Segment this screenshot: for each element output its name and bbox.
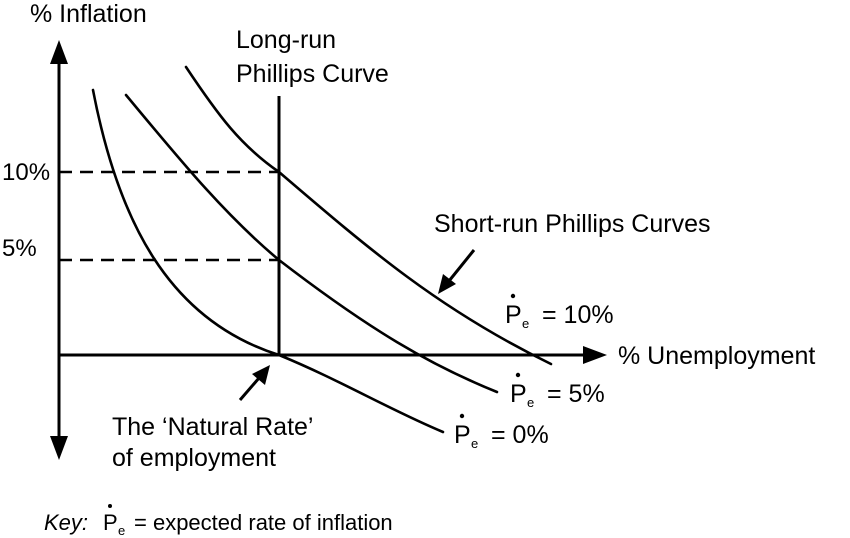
y-tick-5: 5%: [2, 235, 37, 262]
curve-label-5-dot: [515, 372, 521, 378]
long-run-label-line1: Long-run: [236, 26, 336, 54]
short-run-curve-5: [124, 93, 499, 394]
key-sub: e: [118, 523, 125, 538]
x-axis-label: % Unemployment: [618, 342, 815, 370]
x-axis: [59, 346, 607, 364]
short-run-curve-10: [184, 65, 553, 366]
y-axis-top-arrow: [50, 40, 68, 64]
y-axis-label: % Inflation: [30, 0, 147, 28]
curve-label-0-p: P: [454, 421, 471, 449]
natural-rate-label-line2: of employment: [112, 444, 276, 472]
curve-label-5-sub: e: [527, 395, 534, 410]
natural-rate-label-line1: The ‘Natural Rate’: [112, 413, 313, 441]
natural-rate-pointer-arrow: [238, 365, 270, 401]
curve-label-5: P e = 5%: [510, 372, 605, 410]
short-run-title: Short-run Phillips Curves: [434, 210, 711, 238]
curve-label-0-sub: e: [471, 436, 478, 451]
curve-label-5-p: P: [510, 380, 527, 408]
curve-label-0-value: = 0%: [491, 421, 549, 449]
key-text: = expected rate of inflation: [134, 510, 393, 535]
long-run-label-line2: Phillips Curve: [236, 60, 389, 88]
y-axis: [50, 40, 68, 460]
short-run-curve-0: [91, 88, 445, 434]
key-dot: [108, 504, 112, 508]
curve-label-5-value: = 5%: [547, 380, 605, 408]
curve-label-10: P e = 10%: [505, 293, 614, 331]
key-label: Key:: [44, 510, 88, 535]
key-p: P: [103, 510, 118, 535]
curve-label-10-dot: [510, 293, 516, 299]
x-axis-arrow: [583, 346, 607, 364]
y-axis-bottom-arrow: [50, 436, 68, 460]
curve-label-10-sub: e: [522, 316, 529, 331]
curve-label-10-p: P: [505, 301, 522, 329]
curve-label-0-dot: [459, 413, 465, 419]
short-run-pointer-arrow: [438, 249, 476, 294]
curve-label-0: P e = 0%: [454, 413, 549, 451]
key: Key: P e = expected rate of inflation: [44, 504, 393, 538]
curve-label-10-value: = 10%: [542, 301, 614, 329]
y-tick-10: 10%: [2, 159, 50, 186]
